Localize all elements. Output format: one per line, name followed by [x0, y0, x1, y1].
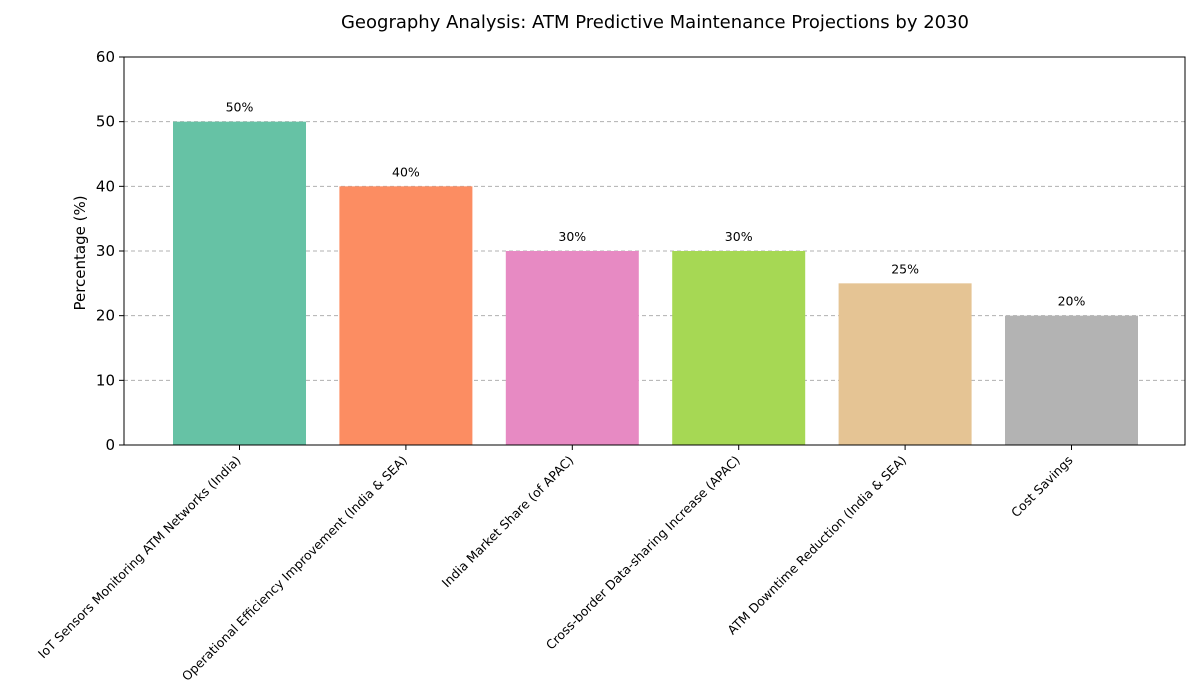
y-tick-label: 0: [105, 436, 115, 454]
bar: [173, 121, 306, 446]
chart-title: Geography Analysis: ATM Predictive Maint…: [341, 12, 969, 33]
y-tick-label: 50: [96, 113, 115, 131]
y-tick-label: 10: [96, 371, 115, 389]
y-axis-ticks: 0 10 20 30 40 50 60: [96, 48, 124, 454]
bar: [505, 251, 639, 445]
bar: [838, 283, 972, 445]
bars: [173, 121, 1138, 446]
y-tick-label: 20: [96, 307, 115, 325]
bar: [672, 251, 806, 445]
data-label: 20%: [1058, 294, 1086, 309]
data-label: 30%: [725, 229, 753, 244]
data-label: 30%: [558, 229, 586, 244]
x-tick-label: IoT Sensors Monitoring ATM Networks (Ind…: [35, 453, 244, 662]
y-axis-label: Percentage (%): [71, 195, 89, 310]
data-label: 40%: [392, 164, 420, 179]
y-tick-label: 60: [96, 48, 115, 66]
x-tick-label: Cost Savings: [1008, 453, 1076, 521]
x-axis-ticks: IoT Sensors Monitoring ATM Networks (Ind…: [35, 445, 1076, 684]
bar: [339, 186, 473, 446]
data-label: 50%: [226, 100, 254, 115]
data-label: 25%: [891, 261, 919, 276]
x-tick-label: ATM Downtime Reduction (India & SEA): [724, 453, 909, 638]
plot-frame: [123, 56, 1186, 446]
x-tick-label: Cross-border Data-sharing Increase (APAC…: [543, 453, 743, 653]
bar: [1005, 315, 1138, 445]
y-tick-label: 40: [96, 177, 115, 195]
x-tick-label: India Market Share (of APAC): [439, 453, 577, 591]
data-labels: 50% 40% 30% 30% 25% 20%: [226, 100, 1086, 309]
y-tick-label: 30: [96, 242, 115, 260]
